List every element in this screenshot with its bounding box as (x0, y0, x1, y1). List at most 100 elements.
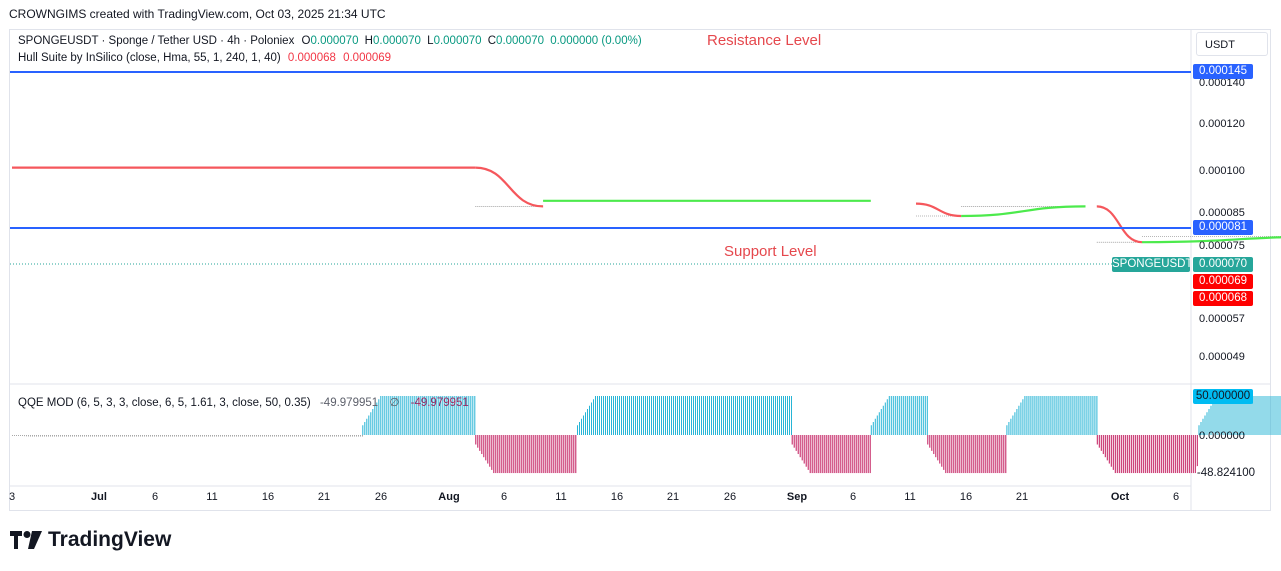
qqe-bar (320, 435, 321, 437)
qqe-bar (795, 435, 797, 451)
qqe-bar (286, 435, 287, 437)
qqe-bar (1212, 402, 1214, 435)
qqe-bar (68, 435, 69, 437)
qqe-bar (1108, 435, 1110, 464)
qqe-bar (190, 435, 191, 437)
qqe-bar (1034, 396, 1036, 435)
time-tick-label: 16 (611, 491, 623, 503)
qqe-bar (282, 435, 283, 437)
qqe-bar (242, 435, 243, 437)
qqe-bar (98, 435, 99, 437)
qqe-bar (775, 396, 776, 435)
qqe-bar (597, 396, 598, 435)
qqe-bar (920, 396, 922, 435)
qqe-bar (322, 435, 323, 437)
hull-suite-line (12, 166, 1281, 244)
qqe-bar (434, 396, 436, 435)
qqe-bar (450, 396, 452, 435)
qqe-bar (547, 435, 549, 474)
qqe-bar (767, 396, 768, 435)
qqe-bar (1006, 425, 1008, 435)
qqe-bar (110, 435, 111, 437)
qqe-bar (647, 396, 648, 435)
qqe-bar (651, 396, 652, 435)
qqe-bar (639, 396, 640, 435)
qqe-bar (1144, 435, 1146, 474)
qqe-bar (1042, 396, 1044, 435)
qqe-bar (1222, 396, 1224, 435)
qqe-bar (304, 435, 305, 437)
qqe-bar (839, 435, 841, 474)
qqe-bar (1178, 435, 1180, 474)
qqe-bar (362, 425, 364, 435)
qqe-bar (533, 435, 535, 474)
qqe-bar (416, 396, 418, 435)
qqe-bar (659, 396, 660, 435)
high-label: H (364, 35, 373, 47)
symbol-legend[interactable]: SPONGEUSDT · Sponge / Tether USD · 4h · … (18, 35, 642, 47)
qqe-bar (635, 396, 636, 435)
qqe-bar (270, 435, 271, 437)
qqe-bar (937, 435, 939, 461)
qqe-bar (910, 396, 912, 435)
qqe-bar (380, 396, 382, 435)
qqe-bar (973, 435, 975, 474)
qqe-bar (260, 435, 261, 437)
qqe-bar (288, 435, 289, 437)
qqe-bar (316, 435, 317, 437)
qqe-bar (230, 435, 231, 437)
qqe-bar (627, 396, 628, 435)
qqe-bar (132, 435, 133, 437)
qqe-bar (643, 396, 644, 435)
qqe-bar (1014, 412, 1016, 435)
qqe-bar (731, 396, 732, 435)
qqe-bar (681, 396, 682, 435)
qqe-bar (1082, 396, 1084, 435)
qqe-bar (278, 435, 279, 437)
qqe-bar (426, 396, 428, 435)
qqe-bar (561, 435, 563, 474)
hull-legend[interactable]: Hull Suite by InSilico (close, Hma, 55, … (18, 52, 391, 64)
qqe-bar (886, 399, 888, 435)
qqe-bar (693, 396, 694, 435)
qqe-bar (1100, 435, 1102, 451)
qqe-bar (1214, 399, 1216, 435)
qqe-bar (302, 435, 303, 437)
qqe-bar (406, 396, 408, 435)
qqe-bar (977, 435, 979, 474)
qqe-bar (14, 435, 15, 436)
qqe-bar (787, 396, 788, 435)
tradingview-logo[interactable]: TradingView (10, 528, 171, 552)
qqe-bar (244, 435, 245, 437)
qqe-bar (803, 435, 805, 464)
qqe-bar (66, 435, 67, 437)
qqe-bar (216, 435, 217, 437)
qqe-bar (100, 435, 101, 437)
time-tick-label: 11 (904, 491, 915, 503)
qqe-bar (1070, 396, 1072, 435)
qqe-bar (112, 435, 113, 437)
hull-segment-up (1141, 236, 1281, 244)
qqe-bar (294, 435, 295, 437)
qqe-bar (741, 396, 742, 435)
qqe-bar (234, 435, 235, 437)
resistance-annotation: Resistance Level (707, 32, 822, 49)
qqe-bar (1158, 435, 1160, 474)
qqe-bar (26, 435, 27, 437)
qqe-top-tag: 50.000000 (1193, 389, 1253, 404)
qqe-bar (1250, 396, 1252, 435)
qqe-bar (637, 396, 638, 435)
qqe-bar (1030, 396, 1032, 435)
qqe-legend[interactable]: QQE MOD (6, 5, 3, 3, close, 6, 5, 1.61, … (18, 395, 469, 409)
qqe-bar (1218, 396, 1220, 435)
qqe-bar (108, 435, 109, 437)
qqe-bar (342, 435, 343, 437)
qqe-bar (1232, 396, 1234, 435)
qqe-bar (424, 396, 426, 435)
price-tick-label: 0.000049 (1199, 351, 1245, 363)
qqe-bar (372, 409, 374, 435)
qqe-bar (861, 435, 863, 474)
currency-button[interactable]: USDT (1196, 32, 1268, 56)
qqe-bar (1162, 435, 1164, 474)
